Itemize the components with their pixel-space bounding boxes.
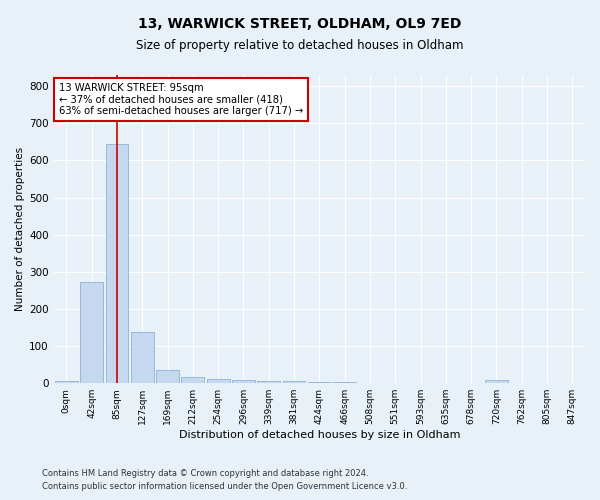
Bar: [106, 144, 128, 383]
Bar: [131, 332, 154, 383]
Bar: [156, 370, 179, 383]
Bar: [257, 381, 280, 383]
Bar: [80, 282, 103, 383]
Text: Contains HM Land Registry data © Crown copyright and database right 2024.: Contains HM Land Registry data © Crown c…: [42, 468, 368, 477]
Bar: [283, 382, 305, 383]
Bar: [181, 378, 204, 383]
Bar: [333, 382, 356, 383]
X-axis label: Distribution of detached houses by size in Oldham: Distribution of detached houses by size …: [179, 430, 460, 440]
Bar: [232, 380, 255, 383]
Text: 13, WARWICK STREET, OLDHAM, OL9 7ED: 13, WARWICK STREET, OLDHAM, OL9 7ED: [139, 18, 461, 32]
Bar: [207, 380, 230, 383]
Bar: [55, 382, 77, 383]
Text: 13 WARWICK STREET: 95sqm
← 37% of detached houses are smaller (418)
63% of semi-: 13 WARWICK STREET: 95sqm ← 37% of detach…: [59, 82, 303, 116]
Text: Contains public sector information licensed under the Open Government Licence v3: Contains public sector information licen…: [42, 482, 407, 491]
Text: Size of property relative to detached houses in Oldham: Size of property relative to detached ho…: [136, 39, 464, 52]
Y-axis label: Number of detached properties: Number of detached properties: [15, 147, 25, 311]
Bar: [485, 380, 508, 383]
Bar: [308, 382, 331, 383]
